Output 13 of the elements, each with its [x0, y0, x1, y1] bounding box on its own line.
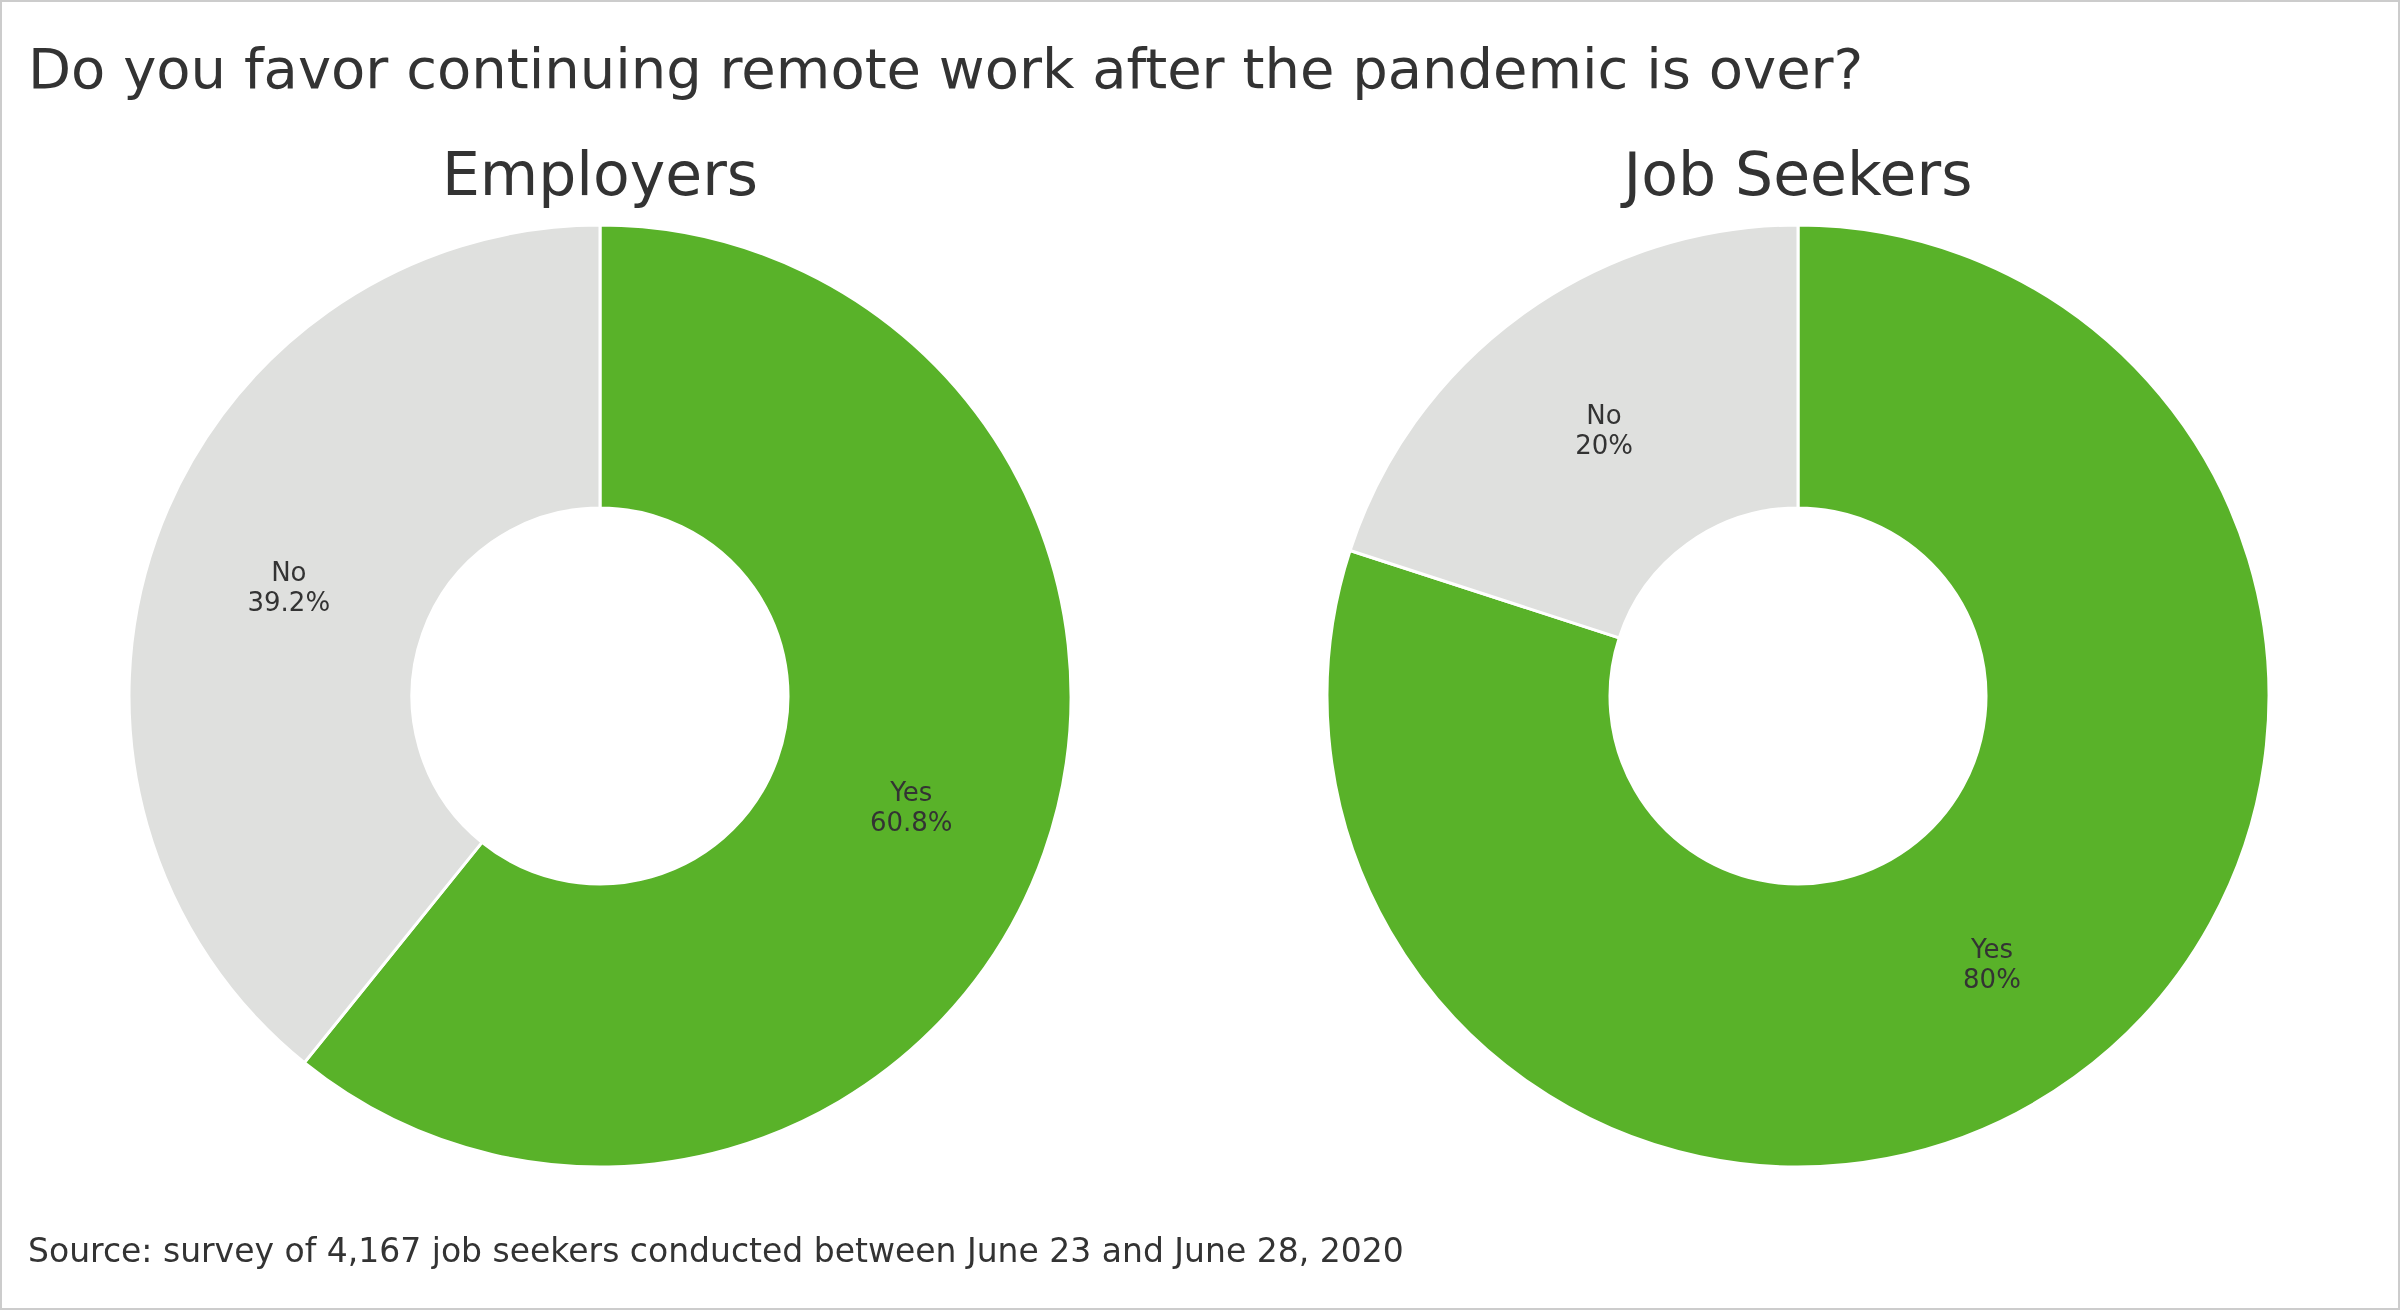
chart-title: Employers	[441, 139, 759, 209]
data-label: 39.2%	[247, 586, 331, 617]
data-label: 80%	[1963, 963, 2021, 994]
chart-title: Job Seekers	[1619, 139, 1973, 209]
donut-slice	[1326, 223, 2271, 1168]
slice-label: No	[1586, 399, 1622, 430]
data-label: 60.8%	[869, 806, 953, 837]
text: Do you favor continuing remote work after the pandemic is over?	[28, 36, 1864, 101]
slice-label: Yes	[889, 776, 933, 807]
slice-label: No	[271, 556, 307, 587]
data-label: 20%	[1575, 429, 1633, 460]
slice-label: Yes	[1969, 933, 2013, 964]
source-note: Source: survey of 4,167 job seekers conducted between June 23 and June 28, 2020	[28, 1231, 1404, 1270]
